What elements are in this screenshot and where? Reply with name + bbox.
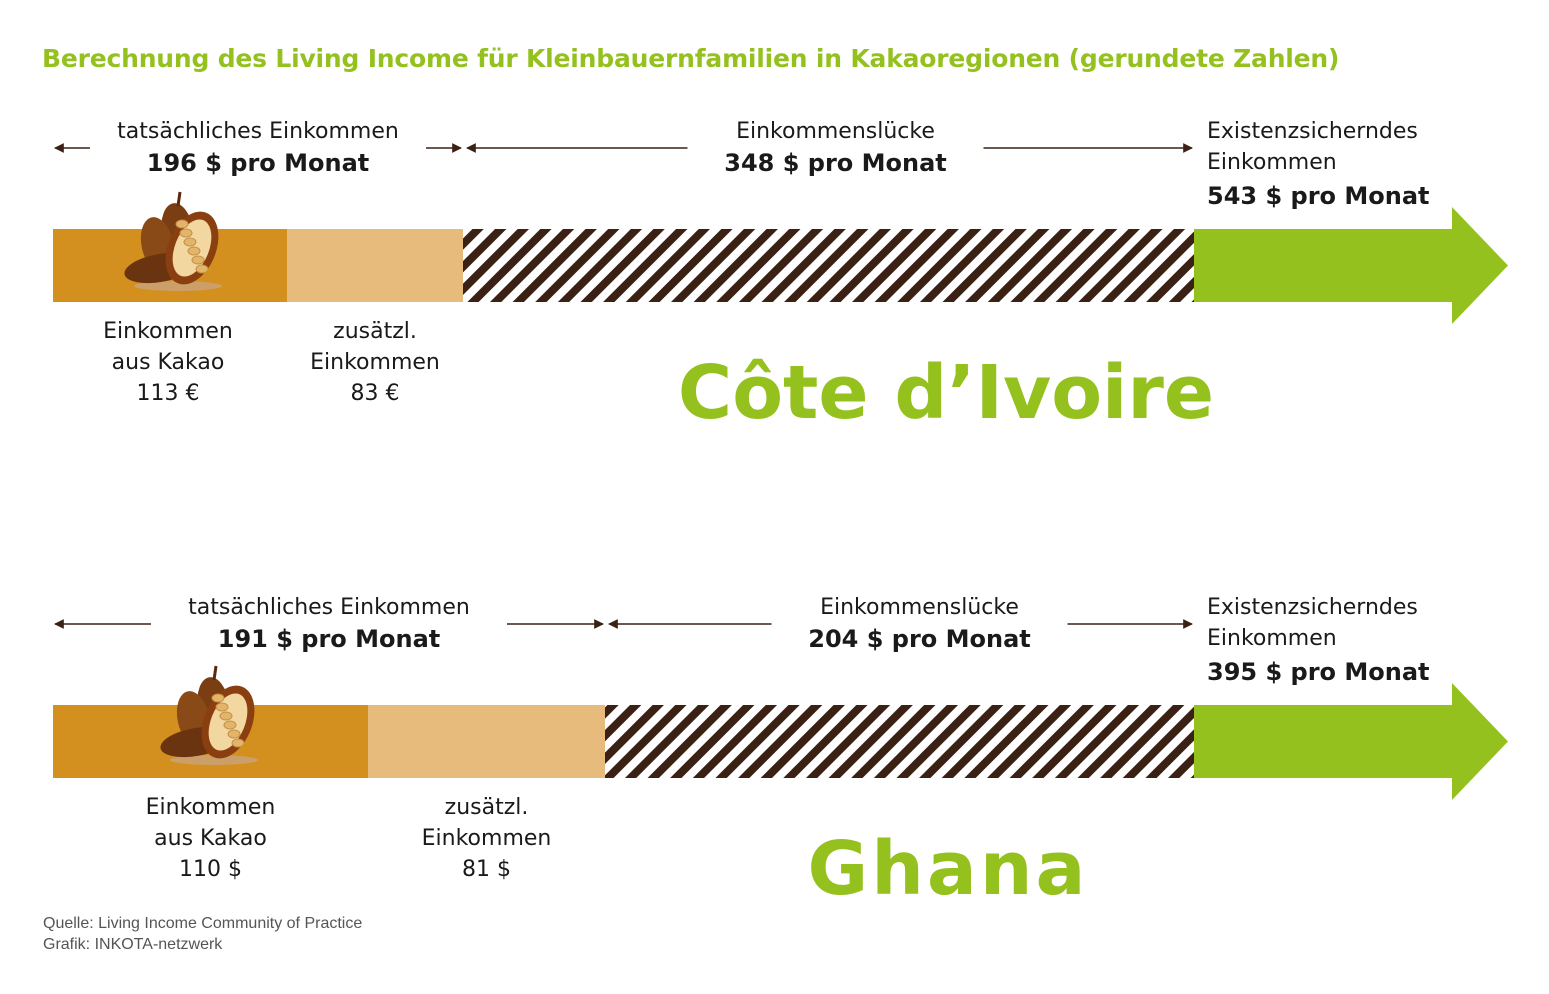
cocoa-bean xyxy=(175,219,189,229)
living-income-value: 543 $ pro Monat xyxy=(1207,182,1430,210)
bar-income-gap xyxy=(605,705,1194,778)
cocoa-income-label: aus Kakao xyxy=(112,350,225,375)
additional-income-label: zusätzl. xyxy=(333,319,417,344)
additional-income-label: Einkommen xyxy=(422,826,552,851)
cocoa-pod-shadow xyxy=(134,281,222,291)
cocoa-bean xyxy=(231,738,245,748)
income-gap-value: 204 $ pro Monat xyxy=(808,625,1031,653)
country-panel: tatsächliches Einkommen 196 $ pro Monat Ei… xyxy=(53,119,1508,436)
cocoa-bean xyxy=(215,702,229,712)
credit-note: Grafik: INKOTA-netzwerk xyxy=(43,936,223,953)
income-gap-label: Einkommenslücke xyxy=(820,595,1019,620)
actual-income-value: 191 $ pro Monat xyxy=(218,625,441,653)
additional-income-label: Einkommen xyxy=(310,350,440,375)
country-name: Ghana xyxy=(808,826,1089,912)
living-income-label: Existenzsicherndes xyxy=(1207,595,1418,620)
bar-living-income-arrow xyxy=(1194,683,1508,800)
cocoa-bean xyxy=(191,255,205,265)
cocoa-bean xyxy=(219,711,233,721)
bar-living-income-arrow xyxy=(1194,207,1508,324)
cocoa-bean xyxy=(227,729,241,739)
cocoa-bean xyxy=(179,228,193,238)
cocoa-income-value: 110 $ xyxy=(179,857,242,882)
chart-title: Berechnung des Living Income für Kleinba… xyxy=(42,44,1340,73)
cocoa-bean xyxy=(211,693,225,703)
cocoa-pod-icon xyxy=(124,191,222,291)
country-name: Côte d’Ivoire xyxy=(678,350,1214,436)
cocoa-pod-shadow xyxy=(170,755,258,765)
cocoa-income-label: Einkommen xyxy=(103,319,233,344)
cocoa-pod-stem xyxy=(176,191,182,207)
cocoa-bean xyxy=(223,720,237,730)
source-note: Quelle: Living Income Community of Pract… xyxy=(43,915,363,932)
footer: Quelle: Living Income Community of Pract… xyxy=(43,913,362,955)
cocoa-bean xyxy=(195,264,209,274)
bar-additional-income xyxy=(287,229,463,302)
cocoa-income-label: Einkommen xyxy=(146,795,276,820)
cocoa-bean xyxy=(187,246,201,256)
cocoa-bean xyxy=(183,237,197,247)
additional-income-value: 83 € xyxy=(351,381,400,406)
bar-income-gap xyxy=(463,229,1194,302)
country-panel: tatsächliches Einkommen 191 $ pro Monat Ei… xyxy=(53,595,1508,912)
additional-income-label: zusätzl. xyxy=(445,795,529,820)
living-income-value: 395 $ pro Monat xyxy=(1207,658,1430,686)
income-gap-label: Einkommenslücke xyxy=(736,119,935,144)
living-income-label: Einkommen xyxy=(1207,150,1337,175)
actual-income-label: tatsächliches Einkommen xyxy=(117,119,399,144)
bar-additional-income xyxy=(368,705,605,778)
cocoa-income-label: aus Kakao xyxy=(154,826,267,851)
additional-income-value: 81 $ xyxy=(462,857,511,882)
cocoa-income-value: 113 € xyxy=(137,381,200,406)
income-gap-value: 348 $ pro Monat xyxy=(724,149,947,177)
actual-income-label: tatsächliches Einkommen xyxy=(188,595,470,620)
living-income-label: Einkommen xyxy=(1207,626,1337,651)
actual-income-value: 196 $ pro Monat xyxy=(147,149,370,177)
living-income-label: Existenzsicherndes xyxy=(1207,119,1418,144)
cocoa-pod-icon xyxy=(160,665,258,765)
cocoa-pod-stem xyxy=(212,665,218,681)
